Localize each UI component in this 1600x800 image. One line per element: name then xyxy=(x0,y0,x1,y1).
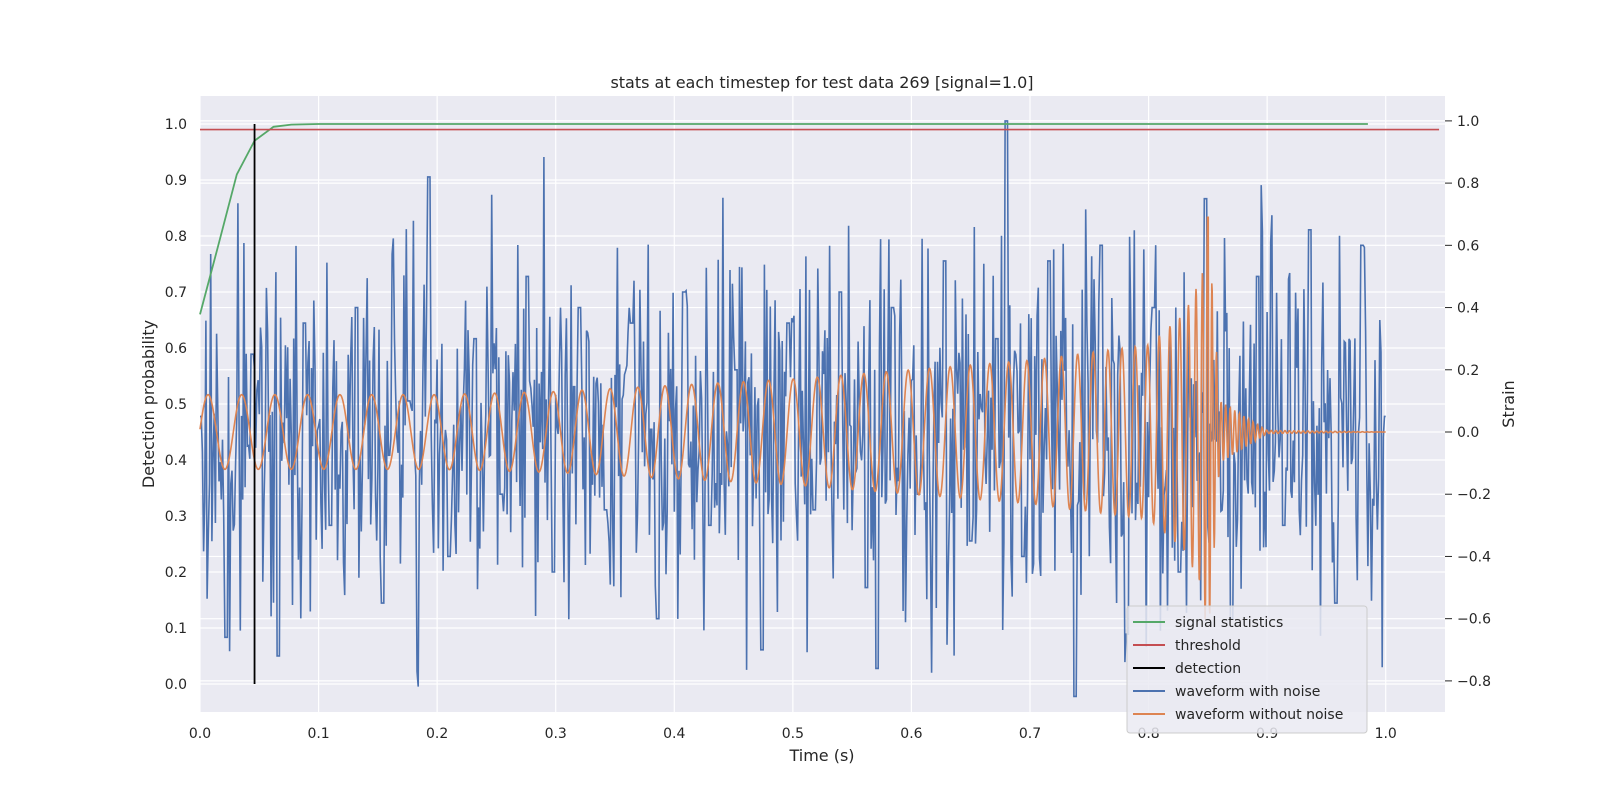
x-tick-label: 0.7 xyxy=(1019,726,1041,742)
series-waveform-with-noise xyxy=(200,120,1386,698)
y-left-tick-label: 0.2 xyxy=(165,565,187,581)
x-tick-label: 0.2 xyxy=(426,726,448,742)
y-right-tick-label: 0.6 xyxy=(1457,238,1479,254)
legend-label: signal statistics xyxy=(1175,615,1283,631)
x-tick-label: 0.3 xyxy=(545,726,567,742)
y-left-tick-label: 0.3 xyxy=(165,509,187,525)
y-left-tick-label: 0.4 xyxy=(165,453,187,469)
chart-title: stats at each timestep for test data 269… xyxy=(610,73,1033,92)
series-layer xyxy=(199,120,1440,698)
x-tick-label: 0.5 xyxy=(782,726,804,742)
x-tick-label: 0.6 xyxy=(900,726,922,742)
legend-label: waveform with noise xyxy=(1175,684,1320,700)
x-tick-label: 0.1 xyxy=(307,726,329,742)
y-left-tick-label: 0.8 xyxy=(165,229,187,245)
x-tick-label: 0.0 xyxy=(189,726,211,742)
legend-label: threshold xyxy=(1175,638,1241,654)
y-left-tick-label: 1.0 xyxy=(165,117,187,133)
y-right-tick-label: 0.0 xyxy=(1457,425,1479,441)
y-right-tick-label: 0.2 xyxy=(1457,363,1479,379)
x-tick-labels: 0.0 0.1 0.2 0.3 0.4 0.5 0.6 0.7 0.8 0.9 1.0 xyxy=(189,726,1397,742)
legend-box xyxy=(1126,605,1368,734)
y-right-tick-label: −0.8 xyxy=(1457,674,1491,690)
y-left-tick-labels: 0.0 0.1 0.2 0.3 0.4 0.5 0.6 0.7 0.8 0.9 1.0 xyxy=(165,117,187,693)
series-signal-statistics xyxy=(199,123,1368,315)
y-right-tick-label: 0.8 xyxy=(1457,176,1479,192)
legend: signal statistics threshold detection wavef… xyxy=(1126,605,1368,734)
y-left-tick-label: 0.1 xyxy=(165,621,187,637)
legend-label: detection xyxy=(1175,661,1241,677)
legend-label: waveform without noise xyxy=(1175,707,1343,723)
x-tick-label: 0.4 xyxy=(663,726,685,742)
y-left-tick-label: 0.6 xyxy=(165,341,187,357)
y-right-tick-label: 0.4 xyxy=(1457,301,1479,317)
y-right-axis-label: Strain xyxy=(1499,380,1518,427)
y-right-tick-label: 1.0 xyxy=(1457,114,1479,130)
y-right-tick-label: −0.2 xyxy=(1457,487,1491,503)
y-left-axis-label: Detection probability xyxy=(139,320,158,488)
series-waveform-without-noise xyxy=(199,216,1386,620)
y-left-tick-label: 0.5 xyxy=(165,397,187,413)
y-left-tick-label: 0.7 xyxy=(165,285,187,301)
x-axis-label: Time (s) xyxy=(788,746,854,765)
x-tick-label: 1.0 xyxy=(1375,726,1397,742)
y-right-tick-labels: −0.8 −0.6 −0.4 −0.2 0.0 0.2 0.4 0.6 0.8 1.0 xyxy=(1445,114,1491,690)
y-right-tick-label: −0.4 xyxy=(1457,549,1491,565)
y-left-tick-label: 0.9 xyxy=(165,173,187,189)
y-right-tick-label: −0.6 xyxy=(1457,612,1491,628)
y-left-tick-label: 0.0 xyxy=(165,677,187,693)
